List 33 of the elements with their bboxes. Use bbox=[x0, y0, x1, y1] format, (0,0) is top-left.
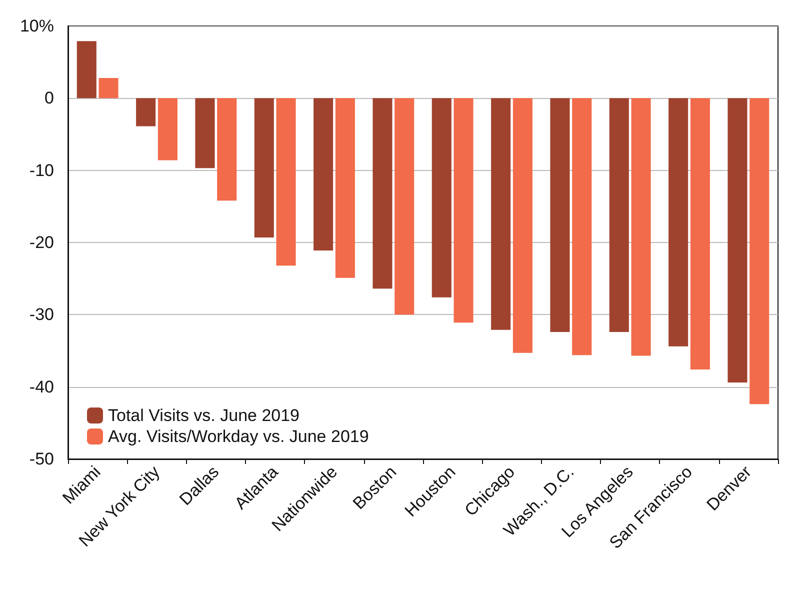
bar bbox=[728, 98, 748, 383]
bar bbox=[254, 98, 274, 238]
bar bbox=[631, 98, 651, 356]
legend-label: Avg. Visits/Workday vs. June 2019 bbox=[108, 427, 369, 446]
bar bbox=[276, 98, 296, 266]
bar bbox=[195, 98, 215, 168]
bar bbox=[217, 98, 237, 201]
bar bbox=[572, 98, 592, 356]
bar bbox=[335, 98, 355, 278]
y-tick-label: -30 bbox=[29, 305, 54, 324]
bar bbox=[432, 98, 452, 298]
bar bbox=[750, 98, 770, 404]
bar bbox=[136, 98, 156, 126]
bar bbox=[550, 98, 570, 332]
y-tick-label: -20 bbox=[29, 233, 54, 252]
bar bbox=[609, 98, 629, 332]
bar bbox=[394, 98, 414, 315]
bar bbox=[76, 41, 96, 98]
bar bbox=[158, 98, 178, 160]
y-tick-label: -50 bbox=[29, 450, 54, 468]
bar bbox=[372, 98, 392, 289]
bar bbox=[314, 98, 334, 250]
y-tick-label: 0 bbox=[44, 88, 54, 108]
bar bbox=[690, 98, 710, 370]
y-tick-label: 10% bbox=[20, 16, 54, 36]
bar bbox=[512, 98, 532, 353]
y-tick-label: -10 bbox=[29, 160, 54, 180]
y-tick-label: -40 bbox=[29, 377, 54, 396]
bar bbox=[668, 98, 688, 346]
bar bbox=[491, 98, 511, 330]
legend-label: Total Visits vs. June 2019 bbox=[108, 406, 300, 425]
bar bbox=[98, 78, 118, 98]
bar bbox=[454, 98, 474, 323]
